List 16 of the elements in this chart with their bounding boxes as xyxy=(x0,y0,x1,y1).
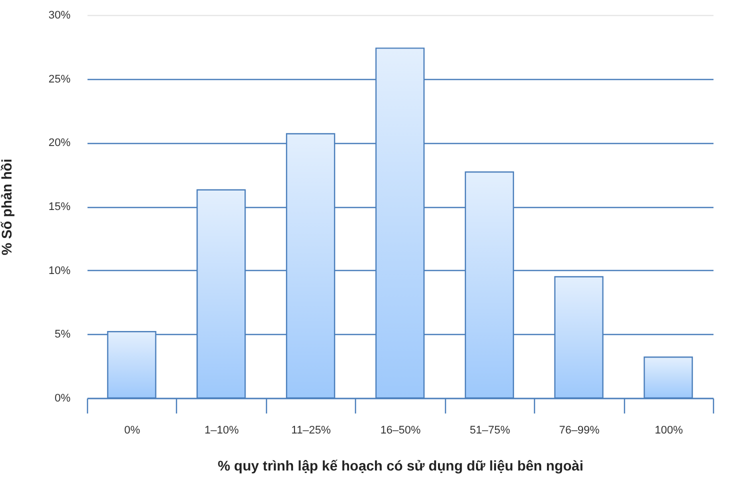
x-tick-label: 0% xyxy=(124,424,140,436)
y-tick-label: 30% xyxy=(48,10,71,22)
y-tick-label: 25% xyxy=(48,73,71,86)
x-tick-label: 51–75% xyxy=(470,424,510,436)
x-tick-label: 100% xyxy=(654,424,684,436)
x-axis-title: % quy trình lập kế hoạch có sử dụng dữ liệu bên ngoài xyxy=(218,458,584,474)
x-tick-label: 16–50% xyxy=(380,424,421,436)
y-tick-label: 0% xyxy=(54,392,71,404)
y-tick-label: 20% xyxy=(48,137,71,150)
y-tick-label: 10% xyxy=(48,264,71,277)
y-axis-title: % Số phản hồi xyxy=(0,158,14,256)
y-tick-label: 15% xyxy=(48,201,71,213)
y-tick-label: 5% xyxy=(54,328,71,341)
x-tick-label: 1–10% xyxy=(204,424,239,436)
x-tick-label: 11–25% xyxy=(291,424,332,436)
x-tick-label: 76–99% xyxy=(559,424,600,436)
